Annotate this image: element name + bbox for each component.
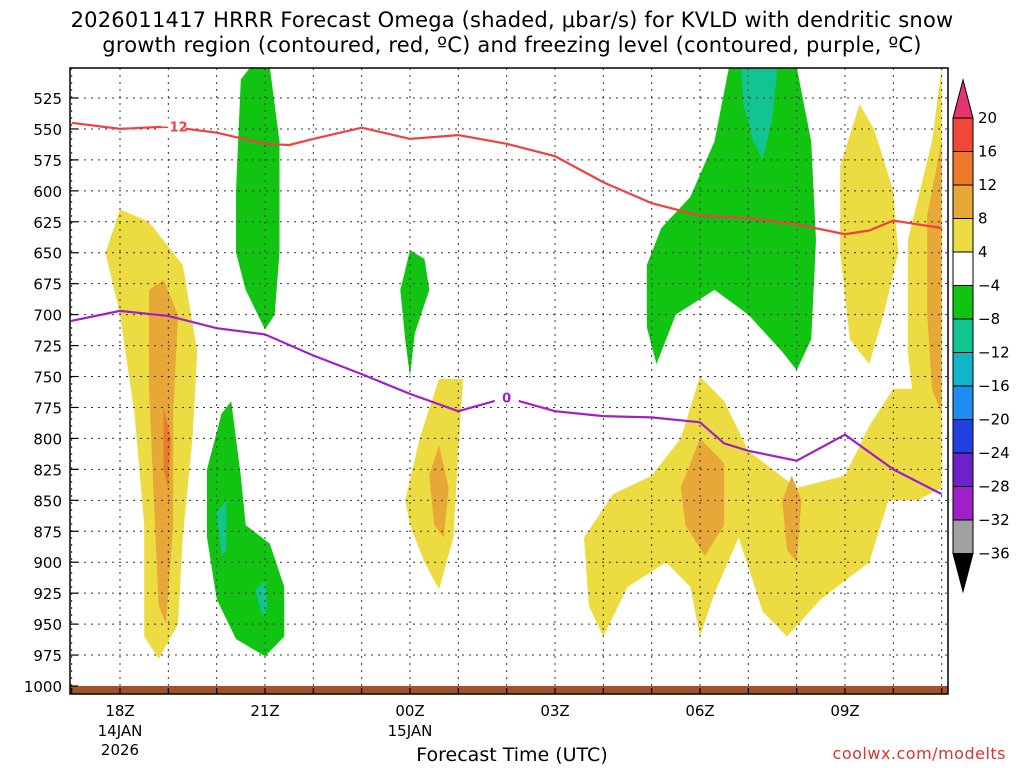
x-tick-label: 06Z: [685, 702, 714, 720]
y-tick-label: 625: [33, 214, 62, 232]
y-tick-label: 600: [33, 183, 62, 201]
terrain-bar: [70, 686, 948, 694]
colorbar-label: −36: [978, 545, 1010, 563]
omega-region: [840, 104, 899, 365]
y-axis-pressure: 525 550 575 600 625 650 675 700 725 750 775 800 825 8…: [24, 90, 78, 696]
colorbar-swatch: [952, 251, 974, 286]
y-tick-label: 950: [33, 616, 62, 634]
colorbar-label: 8: [978, 210, 988, 228]
omega-region: [680, 438, 725, 556]
contour-line: [71, 121, 942, 236]
colorbar-swatch: [952, 486, 974, 521]
colorbar-swatch: [952, 184, 974, 219]
x-tick-label: 21Z: [250, 702, 279, 720]
y-tick-label: 725: [33, 338, 62, 356]
colorbar-label: −28: [978, 478, 1010, 496]
colorbar-label: −8: [978, 310, 1000, 328]
omega-region: [255, 580, 268, 618]
y-tick-label: 750: [33, 369, 62, 387]
plot-frame: [69, 67, 949, 695]
omega-region: [236, 68, 280, 330]
colorbar-label: 4: [978, 243, 988, 261]
colorbar-swatch: [952, 419, 974, 454]
y-tick-label: 1000: [24, 678, 62, 696]
x-tick-label: 03Z: [540, 702, 569, 720]
chart-title-line2: growth region (contoured, red, ºC) and f…: [102, 33, 922, 57]
y-tick-label: 700: [33, 307, 62, 325]
y-tick-label: 975: [33, 647, 62, 665]
x-tick-sublabel: 15JAN: [388, 722, 433, 740]
chart-title-line1: 2026011417 HRRR Forecast Omega (shaded, …: [70, 8, 954, 32]
omega-region: [216, 500, 227, 556]
y-tick-label: 825: [33, 461, 62, 479]
omega-region: [429, 444, 449, 538]
contour-label-bg: [494, 389, 519, 405]
omega-region: [163, 407, 171, 488]
colorbar-swatch: [952, 519, 974, 554]
omega-region: [741, 68, 778, 160]
colorbar-bottom-arrow: [952, 553, 974, 594]
y-tick-label: 775: [33, 399, 62, 417]
colorbar-label: −16: [978, 377, 1010, 395]
colorbar-label: 20: [978, 109, 997, 127]
colorbar-label: −24: [978, 444, 1010, 462]
y-tick-label: 800: [33, 430, 62, 448]
omega-shading: [105, 68, 942, 659]
colorbar-swatch: [952, 117, 974, 152]
x-tick-sublabel: 14JAN: [98, 722, 143, 740]
y-tick-label: 875: [33, 523, 62, 541]
x-tick-label: 09Z: [830, 702, 859, 720]
colorbar-label: 12: [978, 176, 997, 194]
x-tick-label: 18Z: [105, 702, 134, 720]
y-tick-label: 525: [33, 90, 62, 108]
colorbar-swatch: [952, 352, 974, 387]
y-tick-label: 900: [33, 554, 62, 572]
colorbar-swatch: [952, 318, 974, 353]
colorbar-label: −4: [978, 277, 1000, 295]
y-tick-label: 650: [33, 245, 62, 263]
colorbar-label: −20: [978, 411, 1010, 429]
colorbar-label: −32: [978, 511, 1010, 529]
omega-region: [782, 475, 802, 563]
y-tick-label: 850: [33, 492, 62, 510]
colorbar-top-arrow: [952, 78, 974, 119]
y-tick-label: 550: [33, 121, 62, 139]
colorbar-swatch: [952, 385, 974, 420]
omega-region: [584, 376, 942, 637]
omega-region: [646, 68, 816, 371]
y-tick-label: 925: [33, 585, 62, 603]
omega-region: [400, 250, 430, 377]
contour-line: [71, 309, 943, 496]
contour-label-bg: [161, 118, 186, 134]
x-tick-sublabel: 2026: [101, 741, 139, 759]
colorbar-label: −12: [978, 344, 1010, 362]
colorbar-label: 16: [978, 143, 997, 161]
colorbar-swatch: [952, 218, 974, 253]
y-tick-label: 675: [33, 276, 62, 294]
x-axis-label: Forecast Time (UTC): [416, 744, 608, 766]
colorbar-swatch: [952, 452, 974, 487]
contour-label: 0: [502, 392, 511, 407]
x-tick-label: 00Z: [395, 702, 424, 720]
credit-link[interactable]: coolwx.com/modelts: [832, 744, 1006, 763]
contour-label: −12: [159, 120, 188, 135]
colorbar: 20 16 12 8 4 −4 −8 −12 −16 −20 −24 −28 −32 −36: [952, 78, 1010, 594]
y-tick-label: 575: [33, 152, 62, 170]
colorbar-swatch: [952, 285, 974, 320]
temperature-contours: −12 0: [71, 118, 943, 496]
colorbar-swatch: [952, 151, 974, 186]
